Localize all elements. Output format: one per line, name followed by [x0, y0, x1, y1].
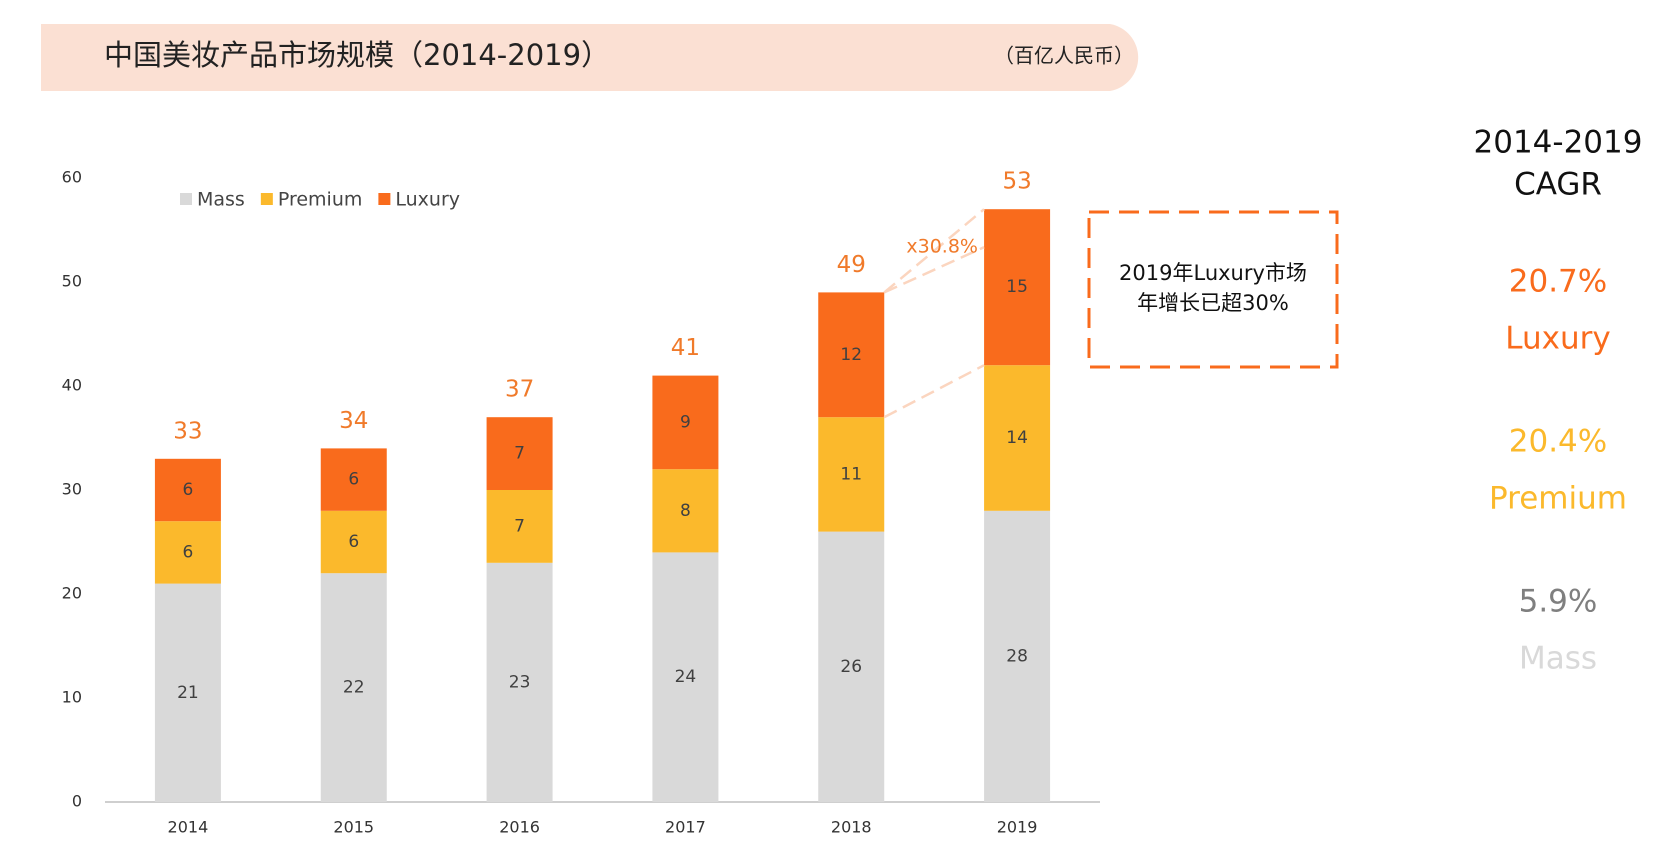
- segment-label: 6: [183, 542, 194, 562]
- x-tick-label: 2016: [499, 818, 540, 837]
- bar-segment: [486, 562, 553, 802]
- segment-label: 11: [840, 464, 862, 484]
- segment-label: 7: [514, 516, 525, 536]
- bar-segment: [320, 510, 387, 574]
- total-label: 53: [1002, 169, 1031, 195]
- total-label: 33: [173, 418, 202, 444]
- x-tick-label: 2018: [831, 818, 872, 837]
- connector: [883, 246, 985, 294]
- segment-label: 24: [675, 667, 697, 687]
- cagr-value: 20.4%: [1509, 424, 1607, 460]
- legend-label: Luxury: [395, 189, 460, 211]
- bar-segment: [984, 209, 1051, 366]
- bar-segment: [486, 417, 553, 490]
- cagr-label: Premium: [1489, 481, 1627, 517]
- total-label: 37: [505, 377, 534, 403]
- cagr-title: CAGR: [1514, 167, 1602, 203]
- segment-label: 15: [1006, 277, 1028, 297]
- connector: [883, 208, 985, 294]
- segment-label: 9: [680, 412, 691, 432]
- y-tick-label: 10: [62, 688, 82, 707]
- bar-segment: [652, 552, 719, 802]
- cagr-label: Luxury: [1505, 321, 1610, 357]
- bar-segment: [154, 583, 221, 802]
- legend-swatch: [378, 193, 391, 205]
- segment-label: 14: [1006, 428, 1028, 448]
- callout-text: 年增长已超30%: [1137, 291, 1289, 315]
- segment-label: 6: [183, 480, 194, 500]
- legend-swatch: [180, 193, 192, 205]
- x-tick-label: 2015: [333, 818, 374, 837]
- connector: [883, 364, 985, 419]
- bar-segment: [818, 417, 885, 532]
- total-label: 41: [671, 335, 700, 361]
- bar-segment: [818, 531, 885, 802]
- bar-segment: [154, 521, 221, 584]
- segment-label: 6: [348, 470, 359, 490]
- legend-swatch: [260, 193, 273, 205]
- x-tick-label: 2019: [997, 818, 1038, 837]
- bar-segment: [818, 292, 885, 418]
- x-tick-label: 2017: [665, 818, 706, 837]
- cagr-value: 5.9%: [1519, 584, 1598, 620]
- segment-label: 22: [343, 678, 365, 698]
- bar-segment: [486, 490, 553, 563]
- total-label: 34: [339, 408, 368, 434]
- total-label: 49: [837, 252, 866, 278]
- legend-label: Premium: [278, 189, 363, 211]
- header-band: [41, 24, 1139, 91]
- chart-title: 中国美妆产品市场规模（2014-2019）: [104, 38, 610, 72]
- segment-label: 12: [840, 345, 862, 365]
- legend-label: Mass: [197, 189, 245, 211]
- callout-box: [1087, 210, 1339, 369]
- bar-segment: [320, 448, 387, 511]
- bar-segment: [652, 375, 719, 470]
- y-tick-label: 0: [72, 792, 82, 811]
- segment-label: 26: [840, 657, 862, 677]
- segment-label: 28: [1006, 646, 1028, 666]
- bar-segment: [984, 365, 1051, 511]
- y-tick-label: 60: [62, 168, 82, 187]
- cagr-title: 2014-2019: [1474, 125, 1643, 161]
- cagr-value: 20.7%: [1509, 264, 1607, 300]
- y-tick-label: 50: [62, 272, 82, 291]
- bar-segment: [320, 573, 387, 802]
- cagr-label: Mass: [1519, 641, 1597, 677]
- callout-text: 2019年Luxury市场: [1119, 261, 1307, 285]
- segment-label: 23: [509, 672, 531, 692]
- bar-segment: [154, 458, 221, 522]
- segment-label: 8: [680, 501, 691, 521]
- bar-segment: [984, 510, 1051, 802]
- segment-label: 7: [514, 444, 525, 464]
- growth-annotation: x30.8%: [906, 236, 978, 258]
- y-tick-label: 20: [62, 584, 82, 603]
- segment-label: 6: [348, 532, 359, 552]
- y-tick-label: 40: [62, 376, 82, 395]
- bar-segment: [652, 469, 719, 553]
- segment-label: 21: [177, 683, 199, 703]
- x-tick-label: 2014: [168, 818, 209, 837]
- unit-label: （百亿人民币）: [994, 44, 1134, 68]
- y-tick-label: 30: [62, 480, 82, 499]
